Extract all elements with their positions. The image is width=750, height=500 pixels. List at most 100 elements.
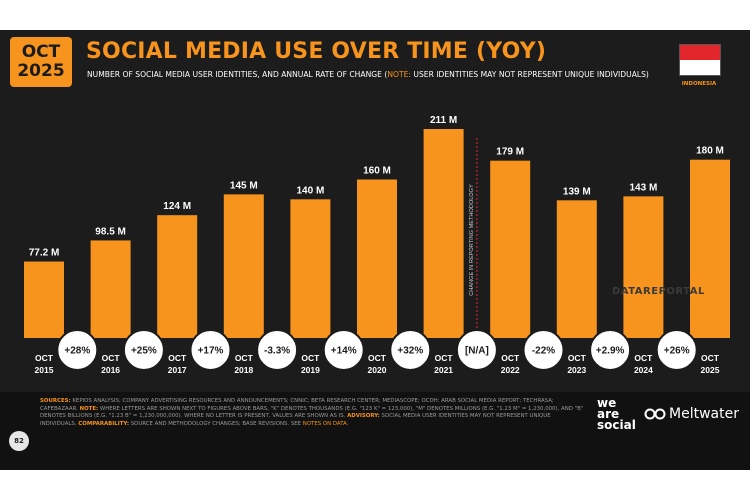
x-tick-month-0: OCT xyxy=(35,353,54,363)
yoy-bubble-6 xyxy=(455,329,498,371)
country-label: INDONESIA xyxy=(681,81,717,87)
note-text: WHERE LETTERS ARE SHOWN NEXT TO FIGURES … xyxy=(40,405,584,420)
we-are-social-logo: we are social xyxy=(597,396,636,432)
bar-4 xyxy=(290,199,331,338)
bar-5 xyxy=(357,179,397,338)
footer-band xyxy=(0,392,750,470)
yoy-bubble-0 xyxy=(56,329,99,371)
x-tick-year-2: 2017 xyxy=(168,365,187,375)
slide: OCT 2025 SOCIAL MEDIA USE OVER TIME (YOY… xyxy=(0,30,750,470)
footnote-end: . xyxy=(346,420,349,427)
x-tick-year-4: 2019 xyxy=(301,365,320,375)
x-tick-year-3: 2018 xyxy=(234,365,253,375)
page-title: SOCIAL MEDIA USE OVER TIME (YOY) xyxy=(86,39,547,64)
brand-we: we xyxy=(597,396,617,410)
x-tick-year-5: 2020 xyxy=(368,365,387,375)
yoy-change-label-7: -22% xyxy=(532,346,555,357)
x-tick-month-4: OCT xyxy=(301,353,320,363)
yoy-change-label-9: +26% xyxy=(664,346,690,357)
footnote: SOURCES: KEPIOS ANALYSIS; COMPANY ADVERT… xyxy=(40,398,588,428)
meltwater-icon xyxy=(644,408,666,420)
x-tick-month-1: OCT xyxy=(102,353,121,363)
brand-social: social xyxy=(597,418,636,432)
bar-value-label-6: 211 M xyxy=(430,115,457,126)
yoy-bubble-4 xyxy=(322,329,365,371)
bar-7 xyxy=(490,160,531,338)
bar-2 xyxy=(157,215,198,338)
x-tick-month-9: OCT xyxy=(634,353,653,363)
date-badge: OCT 2025 xyxy=(10,37,72,87)
x-tick-month-5: OCT xyxy=(368,353,387,363)
badge-year: 2025 xyxy=(17,61,65,81)
bar-value-label-7: 179 M xyxy=(496,147,524,158)
bar-chart: 77.2 M OCT 2015 98.5 M OCT 2016 124 M OCT 2017 14… xyxy=(24,115,730,375)
x-tick-month-8: OCT xyxy=(568,353,587,363)
yoy-change-label-4: +14% xyxy=(331,346,357,357)
yoy-bubble-8 xyxy=(589,329,632,371)
badge-month: OCT xyxy=(21,42,61,62)
yoy-bubble-9 xyxy=(655,329,698,371)
subtitle-post: USER IDENTITIES MAY NOT REPRESENT UNIQUE… xyxy=(410,70,649,79)
methodology-annotation: CHANGE IN REPORTING METHODOLOGY xyxy=(469,184,475,296)
meltwater-logo: Meltwater xyxy=(644,406,739,422)
flag-white-stripe xyxy=(680,60,720,75)
bar-value-label-3: 145 M xyxy=(230,180,258,191)
bar-8 xyxy=(556,200,597,338)
x-tick-month-6: OCT xyxy=(435,353,454,363)
x-tick-year-7: 2022 xyxy=(501,365,520,375)
notes-on-data-link[interactable]: NOTES ON DATA xyxy=(302,420,347,427)
bar-value-label-9: 143 M xyxy=(630,182,658,193)
bar-3 xyxy=(223,194,264,338)
yoy-change-label-5: +32% xyxy=(397,346,423,357)
yoy-bubble-1 xyxy=(122,329,165,371)
flag-red-stripe xyxy=(680,45,720,60)
x-tick-year-0: 2015 xyxy=(35,365,54,375)
x-tick-month-7: OCT xyxy=(501,353,520,363)
yoy-change-label-6: [N/A] xyxy=(465,346,489,357)
yoy-change-label-8: +2.9% xyxy=(596,346,625,357)
bar-value-label-8: 139 M xyxy=(563,186,591,197)
note-label: NOTE: xyxy=(79,405,99,412)
bar-10 xyxy=(690,159,730,338)
x-tick-month-3: OCT xyxy=(235,353,254,363)
subtitle-pre: NUMBER OF SOCIAL MEDIA USER IDENTITIES, … xyxy=(87,70,388,79)
bar-6 xyxy=(423,129,464,338)
x-tick-month-10: OCT xyxy=(701,353,720,363)
x-tick-year-9: 2024 xyxy=(634,365,653,375)
yoy-bubble-7 xyxy=(522,329,565,371)
x-tick-year-8: 2023 xyxy=(567,365,586,375)
bar-value-label-0: 77.2 M xyxy=(29,248,60,259)
bar-value-label-4: 140 M xyxy=(297,185,325,196)
x-tick-year-6: 2021 xyxy=(434,365,453,375)
advisory-text: SOCIAL MEDIA USER IDENTITIES MAY NOT REP… xyxy=(40,413,551,427)
page-subtitle: NUMBER OF SOCIAL MEDIA USER IDENTITIES, … xyxy=(87,70,649,79)
comparability-text: SOURCE AND METHODOLOGY CHANGES; BASE REV… xyxy=(128,420,303,427)
yoy-change-label-0: +28% xyxy=(64,346,90,357)
datareportal-watermark: DATAREPORTAL xyxy=(612,286,705,297)
subtitle-note: NOTE: xyxy=(387,70,411,79)
x-tick-month-2: OCT xyxy=(168,353,187,363)
bar-value-label-2: 124 M xyxy=(163,201,191,212)
x-tick-year-1: 2016 xyxy=(101,365,120,375)
yoy-change-label-1: +25% xyxy=(131,346,157,357)
meltwater-text: Meltwater xyxy=(669,406,739,422)
bar-1 xyxy=(90,240,131,338)
yoy-bubble-5 xyxy=(389,329,432,371)
bar-0 xyxy=(24,261,64,338)
page-number: 82 xyxy=(9,431,29,451)
yoy-change-label-2: +17% xyxy=(198,346,224,357)
yoy-bubble-3 xyxy=(256,329,299,371)
bar-value-label-5: 160 M xyxy=(363,166,391,177)
sources-text: KEPIOS ANALYSIS; COMPANY ADVERTISING RES… xyxy=(40,398,554,412)
comparability-label: COMPARABILITY: xyxy=(78,420,129,427)
sources-label: SOURCES: xyxy=(40,398,71,404)
yoy-bubble-2 xyxy=(189,329,232,371)
bar-value-label-10: 180 M xyxy=(696,146,724,157)
bar-value-label-1: 98.5 M xyxy=(95,226,126,237)
yoy-change-label-3: -3.3% xyxy=(264,346,290,357)
x-tick-year-10: 2025 xyxy=(701,365,720,375)
advisory-label: ADVISORY: xyxy=(347,413,380,420)
indonesia-flag-icon xyxy=(679,44,721,76)
brand-are: are xyxy=(597,407,620,421)
bar-9 xyxy=(623,196,664,338)
